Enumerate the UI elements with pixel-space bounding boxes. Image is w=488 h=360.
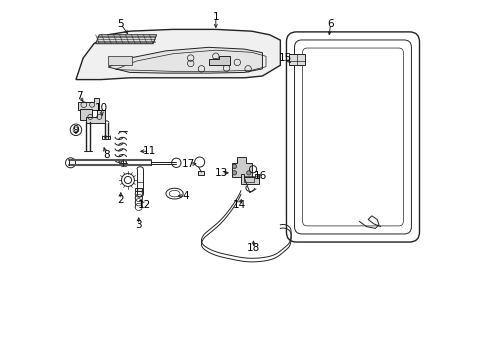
Bar [289, 54, 305, 65]
Bar [102, 136, 110, 139]
Circle shape [232, 164, 236, 168]
Polygon shape [86, 110, 104, 123]
Text: 3: 3 [135, 220, 142, 230]
Polygon shape [108, 47, 262, 73]
Bar [197, 171, 203, 175]
Text: 2: 2 [117, 195, 124, 205]
Text: 13: 13 [214, 168, 227, 178]
Polygon shape [76, 30, 280, 80]
Text: 8: 8 [103, 150, 109, 160]
Polygon shape [80, 109, 92, 120]
Bar [135, 188, 142, 192]
Text: 15: 15 [279, 53, 292, 63]
Text: 17: 17 [182, 159, 195, 169]
Bar [244, 176, 253, 182]
Polygon shape [208, 56, 230, 65]
Text: 12: 12 [137, 200, 150, 210]
Text: 5: 5 [117, 19, 124, 29]
Text: 11: 11 [142, 146, 156, 156]
Bar [121, 159, 125, 166]
Text: 9: 9 [73, 125, 79, 135]
Polygon shape [108, 56, 131, 65]
Polygon shape [241, 174, 258, 184]
Polygon shape [96, 35, 156, 44]
Text: 10: 10 [94, 103, 107, 113]
Text: 14: 14 [232, 200, 245, 210]
Text: 4: 4 [182, 191, 188, 201]
Text: 16: 16 [253, 171, 267, 181]
Text: 18: 18 [246, 243, 260, 253]
Polygon shape [231, 157, 251, 177]
Polygon shape [78, 98, 99, 110]
Circle shape [232, 171, 236, 175]
Circle shape [246, 171, 250, 175]
Text: 6: 6 [326, 19, 333, 29]
Text: 7: 7 [76, 91, 82, 101]
Text: 1: 1 [212, 12, 219, 22]
